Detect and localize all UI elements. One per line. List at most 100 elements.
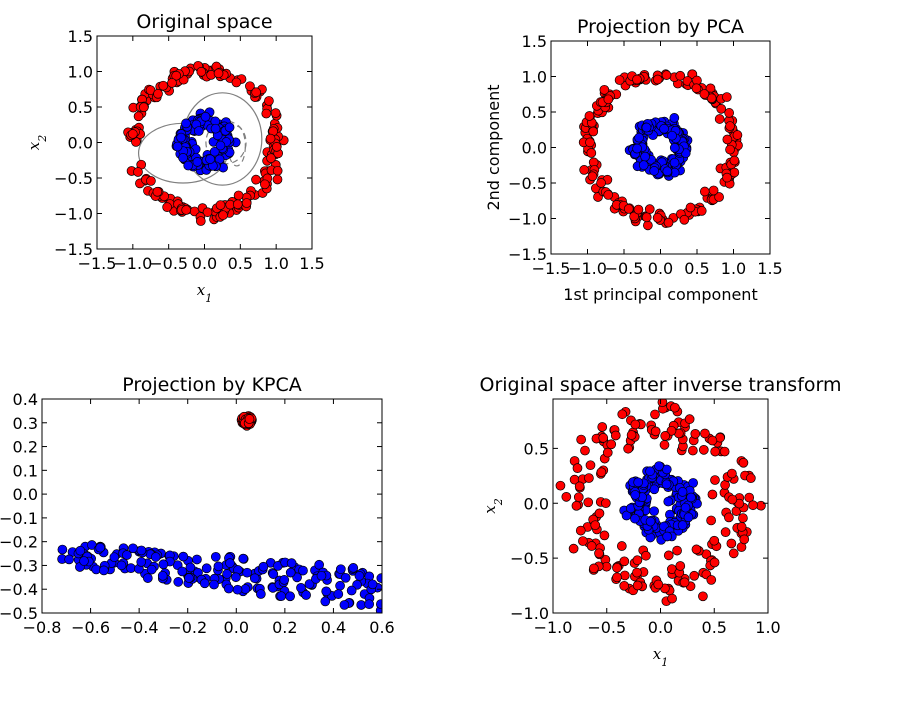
x-tick-label: −0.5: [587, 618, 626, 637]
data-point: [659, 123, 669, 134]
x-tick-label: 1.0: [263, 254, 288, 273]
data-point: [653, 579, 664, 590]
data-point: [596, 467, 607, 478]
data-point: [585, 460, 596, 471]
data-point: [714, 192, 724, 202]
data-point: [610, 430, 621, 441]
data-point: [572, 463, 583, 473]
data-point: [580, 445, 590, 456]
x-tick-label: −1.0: [568, 259, 607, 278]
data-point: [586, 541, 597, 551]
data-point: [672, 545, 682, 556]
data-point: [728, 548, 739, 559]
data-point: [573, 492, 584, 503]
data-point: [739, 534, 750, 545]
data-point: [152, 186, 163, 197]
subplot-original-space: Original space −1.5−1.0−0.5 0.0 0.5 1.0 1.5−…: [25, 11, 325, 305]
data-point: [698, 445, 709, 455]
data-point: [171, 70, 182, 81]
data-point: [632, 74, 642, 85]
data-point: [603, 190, 614, 200]
data-point: [706, 93, 717, 104]
data-point: [689, 570, 700, 581]
data-point: [192, 157, 203, 167]
data-point: [301, 590, 311, 600]
data-point: [209, 579, 219, 590]
data-point: [633, 477, 644, 488]
data-point: [699, 186, 710, 197]
data-point: [588, 126, 599, 137]
subplot-projection-kpca: Projection by KPCA −0.8 −0.6 −0.4 −0.2 0.0 0.…: [0, 374, 395, 637]
data-point: [213, 68, 224, 79]
data-point: [200, 111, 211, 122]
data-point: [710, 475, 720, 485]
data-point: [578, 536, 588, 546]
data-point: [251, 174, 261, 185]
x-tick-label: 0.6: [369, 618, 394, 637]
data-point: [231, 77, 242, 88]
data-point: [339, 600, 350, 610]
data-point: [652, 74, 663, 85]
y-tick-label: 0.5: [68, 98, 93, 117]
x-tick-label: 0.0: [224, 618, 249, 637]
x-tick-label: 1.0: [755, 618, 780, 637]
data-point: [561, 491, 572, 502]
data-point: [617, 409, 628, 420]
y-tick-label: 0.5: [522, 103, 547, 122]
x-axis-label: 1st principal component: [563, 285, 757, 304]
data-point: [598, 433, 609, 443]
data-point: [584, 111, 595, 121]
data-point: [177, 566, 188, 577]
subplot-title: Projection by KPCA: [122, 374, 302, 396]
plot-area: [578, 69, 743, 231]
subplot-title: Original space after inverse transform: [480, 374, 842, 396]
y-tick-label: −1.5: [54, 240, 93, 259]
data-point: [185, 562, 196, 573]
data-point: [679, 214, 690, 225]
data-point: [589, 563, 599, 574]
data-point: [724, 512, 734, 523]
y-tick-label: −1.0: [54, 205, 93, 224]
data-point: [266, 153, 276, 164]
data-point: [181, 205, 192, 215]
data-point: [201, 563, 212, 574]
data-point: [691, 544, 702, 555]
data-point: [225, 558, 235, 569]
x-tick-label: −1.0: [534, 618, 573, 637]
subplot-title: Original space: [136, 11, 272, 33]
data-point: [231, 572, 241, 583]
x-tick-label: 1.0: [721, 259, 746, 278]
y-axis-label: x2: [25, 135, 49, 150]
data-point: [706, 515, 716, 526]
data-point: [690, 428, 701, 439]
data-point: [584, 473, 594, 483]
axis-label-subscript: 1: [661, 656, 668, 669]
data-point: [663, 496, 674, 507]
data-point: [661, 70, 672, 80]
data-point: [261, 108, 272, 119]
y-tick-label: 1.5: [522, 32, 547, 51]
data-point: [634, 132, 644, 143]
data-point: [376, 573, 382, 583]
data-point: [586, 148, 597, 158]
data-point: [232, 199, 243, 210]
y-tick-label: 0.4: [13, 390, 38, 409]
subplot-projection-pca: Projection by PCA −1.5−1.0−0.5 0.0 0.5 1.0 1…: [484, 16, 783, 304]
data-point: [650, 409, 660, 420]
data-point: [264, 96, 274, 106]
data-point: [555, 480, 566, 491]
y-tick-label: 0.0: [522, 139, 547, 158]
data-point: [157, 570, 168, 581]
axis-label-subscript: 1: [205, 292, 212, 305]
data-point: [669, 113, 680, 123]
data-point: [285, 591, 295, 602]
data-point: [709, 535, 720, 546]
y-tick-label: −1.0: [508, 210, 547, 229]
data-point: [238, 553, 249, 564]
x-tick-label: 0.0: [648, 618, 673, 637]
data-point: [75, 545, 86, 556]
data-point: [659, 440, 670, 450]
data-point: [638, 160, 649, 171]
data-point: [136, 557, 147, 567]
x-tick-label: 0.0: [192, 254, 217, 273]
